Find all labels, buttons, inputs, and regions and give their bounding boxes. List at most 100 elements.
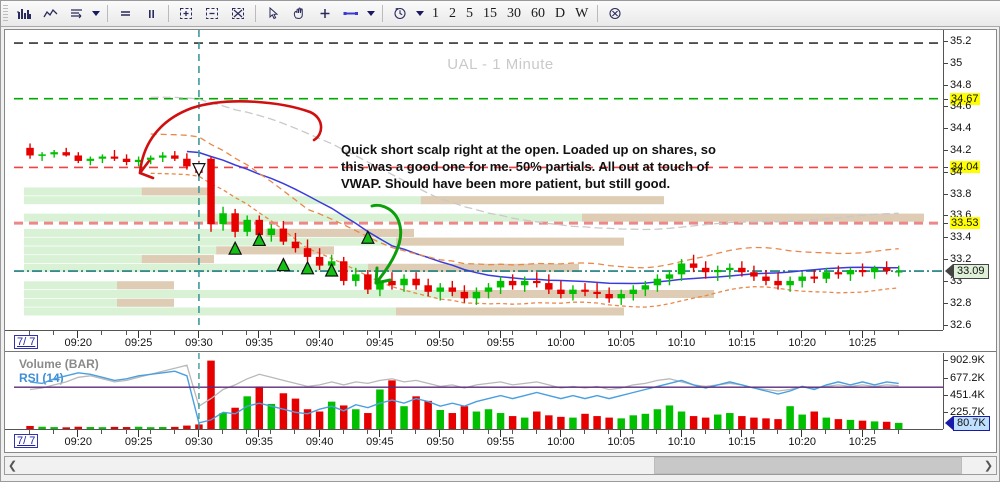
zoom-reset-icon[interactable]: [225, 3, 251, 25]
time-axis-label: 10:00: [547, 436, 575, 448]
interval-week[interactable]: W: [575, 5, 589, 21]
time-tick-major: [137, 430, 139, 437]
scroll-right-arrow-icon[interactable]: ❯: [983, 460, 994, 472]
interval-dropdown-icon[interactable]: [416, 11, 424, 16]
crosshair-icon[interactable]: [312, 3, 338, 25]
line-tool-dropdown-icon[interactable]: [367, 11, 375, 16]
time-tick-major: [680, 430, 682, 437]
time-axis-label: 10:10: [667, 337, 696, 349]
chart-type-bar-icon[interactable]: [11, 3, 37, 25]
toolbar-grip[interactable]: [3, 4, 8, 23]
time-tick-major: [258, 331, 260, 338]
interval-clock-icon[interactable]: [387, 3, 413, 25]
time-tick: [511, 430, 513, 434]
price-tick-label: 34.4: [950, 122, 972, 135]
interval-60[interactable]: 60: [531, 5, 545, 21]
time-tick-major: [499, 430, 501, 437]
price-pane[interactable]: UAL - 1 Minute Quick short scalp right a…: [5, 30, 996, 352]
time-axis-label: 09:30: [185, 436, 213, 448]
time-tick-major: [559, 331, 561, 338]
last-price-arrow-icon: [945, 264, 953, 279]
time-axis-label: 10:05: [607, 436, 635, 448]
time-axis-label: 09:40: [305, 337, 334, 349]
time-tick-major: [620, 331, 622, 338]
time-tick: [656, 331, 658, 335]
time-tick: [246, 430, 248, 434]
indicator-plot-area[interactable]: [14, 353, 943, 429]
zoom-out-icon[interactable]: [199, 3, 225, 25]
close-circle-icon[interactable]: [602, 3, 628, 25]
time-axis-label: 10:05: [607, 337, 635, 349]
price-axis[interactable]: 35.2 35 34.8 34.67 34.6 34.4 34.2 34.04 34 33.8 33…: [943, 30, 996, 331]
time-tick: [53, 331, 55, 335]
toolbar: 1 2 5 15 30 60 D W: [1, 1, 1000, 27]
time-tick: [873, 331, 875, 335]
scrollbar-thumb[interactable]: [654, 457, 962, 474]
time-axis-lower: 09:20 09:25 09:30 09:35 09:40 09:45 09:50 09:55…: [5, 429, 943, 452]
time-tick: [270, 331, 272, 335]
horizontal-scrollbar[interactable]: ❮ ❯: [4, 456, 997, 475]
time-tick-major: [861, 430, 863, 437]
interval-5[interactable]: 5: [466, 5, 473, 21]
time-tick: [366, 430, 368, 434]
time-tick-major: [740, 430, 742, 437]
time-tick-major: [77, 331, 79, 338]
time-axis-label: 10:25: [848, 436, 877, 448]
time-tick: [656, 430, 658, 434]
interval-15[interactable]: 15: [483, 5, 497, 21]
time-tick-major: [318, 331, 320, 338]
time-tick: [849, 331, 851, 335]
time-tick: [728, 331, 730, 335]
price-tick-label: 34.8: [950, 78, 972, 91]
toolbar-separator: [107, 5, 108, 22]
chart-type-line-icon[interactable]: [37, 3, 63, 25]
time-axis-main: 09:20 09:25 09:30 09:35 09:40 09:45 09:50 09:55…: [5, 330, 943, 353]
volume-axis[interactable]: 902.9K 677.2K 451.4K 225.7K 80.7K: [943, 353, 996, 431]
time-tick-major: [801, 331, 803, 338]
last-volume-tag: 80.7K: [953, 415, 990, 431]
time-axis-label: 10:20: [788, 337, 816, 349]
time-tick: [390, 331, 392, 335]
scroll-left-arrow-icon[interactable]: ❮: [7, 460, 18, 472]
price-tick-label: 32.8: [950, 296, 972, 309]
interval-day[interactable]: D: [555, 5, 566, 21]
toolbar-separator: [168, 5, 169, 22]
cursor-arrow-icon[interactable]: [260, 3, 286, 25]
equal-spacing-icon[interactable]: [112, 3, 138, 25]
time-tick: [173, 430, 175, 434]
price-tick-label: 33.4: [950, 231, 972, 244]
interval-30[interactable]: 30: [507, 5, 521, 21]
pan-hand-icon[interactable]: [286, 3, 312, 25]
time-tick: [535, 430, 537, 434]
time-tick: [752, 331, 754, 335]
volume-tick-label: 902.9K: [950, 354, 985, 367]
price-tick-label: 33.8: [950, 187, 972, 200]
price-plot-area[interactable]: [14, 30, 943, 330]
time-axis-label: 09:55: [486, 337, 515, 349]
time-axis-label: 09:40: [305, 436, 334, 448]
zoom-in-icon[interactable]: [173, 3, 199, 25]
price-tick-label: 35.2: [950, 34, 972, 47]
chart-style-icon[interactable]: [63, 3, 89, 25]
time-tick-major: [680, 331, 682, 338]
time-tick: [873, 430, 875, 434]
chart-style-dropdown-icon[interactable]: [92, 11, 100, 16]
time-tick: [246, 331, 248, 335]
time-tick: [704, 331, 706, 335]
time-tick-major: [197, 331, 199, 338]
interval-2[interactable]: 2: [449, 5, 456, 21]
interval-1[interactable]: 1: [432, 5, 439, 21]
time-axis-label: 09:20: [64, 436, 93, 448]
time-axis-label: 09:20: [64, 337, 93, 349]
line-tool-icon[interactable]: [338, 3, 364, 25]
price-tick-label: 34.6: [950, 100, 972, 113]
date-label-main: 7/ 7: [14, 335, 39, 349]
scrollbar-track[interactable]: [20, 457, 981, 474]
price-tick-label: 33.2: [950, 253, 972, 266]
pause-icon[interactable]: [138, 3, 164, 25]
price-tick-label: 34.67: [950, 92, 980, 105]
indicator-pane[interactable]: Volume (BAR) RSI (14) 902.9K 677.2K 451.4K…: [5, 353, 996, 452]
chart-frame: UAL - 1 Minute Quick short scalp right a…: [4, 29, 997, 453]
time-tick-major: [318, 430, 320, 437]
time-tick: [366, 331, 368, 335]
